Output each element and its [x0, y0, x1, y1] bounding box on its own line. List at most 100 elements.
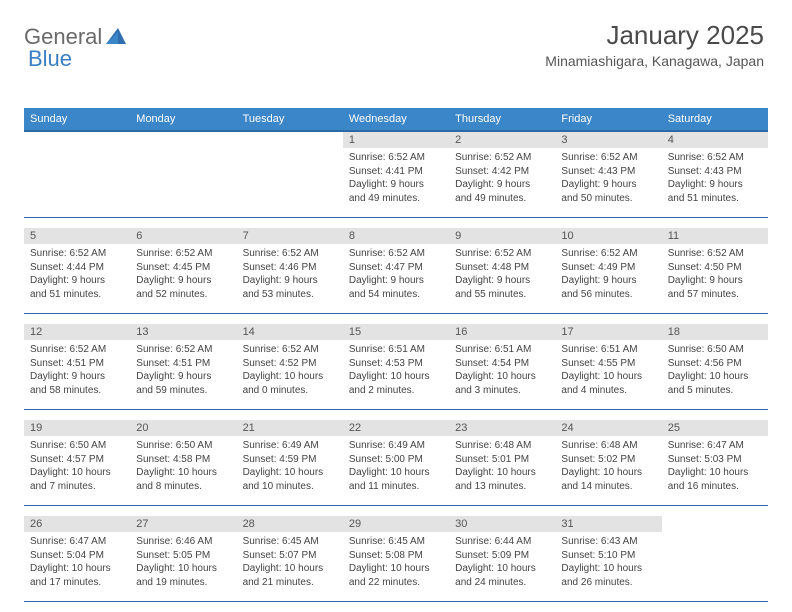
- daylight-line-1: Daylight: 9 hours: [349, 274, 443, 288]
- sunset-line: Sunset: 4:44 PM: [30, 261, 124, 275]
- sunrise-line: Sunrise: 6:48 AM: [561, 439, 655, 453]
- sunrise-line: Sunrise: 6:45 AM: [349, 535, 443, 549]
- sunset-line: Sunset: 5:01 PM: [455, 453, 549, 467]
- sunrise-line: Sunrise: 6:51 AM: [349, 343, 443, 357]
- day-cell: 26Sunrise: 6:47 AMSunset: 5:04 PMDayligh…: [24, 516, 130, 601]
- daylight-line-1: Daylight: 9 hours: [455, 178, 549, 192]
- day-body: Sunrise: 6:48 AMSunset: 5:01 PMDaylight:…: [449, 436, 555, 499]
- day-cell: 11 Sunrise: 6:52 AMSunset: 4:50 PMDayligh…: [662, 228, 768, 313]
- day-cell: 16Sunrise: 6:51 AMSunset: 4:54 PMDayligh…: [449, 324, 555, 409]
- sunrise-line: Sunrise: 6:52 AM: [561, 151, 655, 165]
- sunrise-line: Sunrise: 6:47 AM: [30, 535, 124, 549]
- day-body: Sunrise: 6:51 AMSunset: 4:53 PMDaylight:…: [343, 340, 449, 403]
- daylight-line-2: and 7 minutes.: [30, 480, 124, 494]
- day-cell: [662, 516, 768, 601]
- sunset-line: Sunset: 4:48 PM: [455, 261, 549, 275]
- week-row: 12Sunrise: 6:52 AMSunset: 4:51 PMDayligh…: [24, 324, 768, 410]
- daylight-line-2: and 53 minutes.: [243, 288, 337, 302]
- day-cell: 7Sunrise: 6:52 AMSunset: 4:46 PMDaylight…: [237, 228, 343, 313]
- day-cell: 2Sunrise: 6:52 AMSunset: 4:42 PMDaylight…: [449, 132, 555, 217]
- daylight-line-1: Daylight: 9 hours: [668, 274, 762, 288]
- sunrise-line: Sunrise: 6:44 AM: [455, 535, 549, 549]
- dow-cell: Friday: [555, 108, 661, 130]
- day-number: 2: [449, 132, 555, 148]
- day-body: Sunrise: 6:52 AMSunset: 4:45 PMDaylight:…: [130, 244, 236, 307]
- sunset-line: Sunset: 4:51 PM: [136, 357, 230, 371]
- daylight-line-2: and 0 minutes.: [243, 384, 337, 398]
- day-cell: 12Sunrise: 6:52 AMSunset: 4:51 PMDayligh…: [24, 324, 130, 409]
- day-body: Sunrise: 6:45 AMSunset: 5:08 PMDaylight:…: [343, 532, 449, 595]
- sunset-line: Sunset: 4:53 PM: [349, 357, 443, 371]
- day-number: 19: [24, 420, 130, 436]
- day-body: Sunrise: 6:50 AMSunset: 4:56 PMDaylight:…: [662, 340, 768, 403]
- dow-cell: Wednesday: [343, 108, 449, 130]
- day-cell: 15Sunrise: 6:51 AMSunset: 4:53 PMDayligh…: [343, 324, 449, 409]
- daylight-line-2: and 56 minutes.: [561, 288, 655, 302]
- brand-text-2: Blue: [28, 46, 72, 72]
- day-number: 26: [24, 516, 130, 532]
- sunrise-line: Sunrise: 6:52 AM: [349, 151, 443, 165]
- daylight-line-2: and 11 minutes.: [349, 480, 443, 494]
- day-number: 29: [343, 516, 449, 532]
- daylight-line-1: Daylight: 10 hours: [668, 370, 762, 384]
- day-cell: 13Sunrise: 6:52 AMSunset: 4:51 PMDayligh…: [130, 324, 236, 409]
- day-number: 25: [662, 420, 768, 436]
- day-number: 16: [449, 324, 555, 340]
- sunrise-line: Sunrise: 6:48 AM: [455, 439, 549, 453]
- day-cell: 3Sunrise: 6:52 AMSunset: 4:43 PMDaylight…: [555, 132, 661, 217]
- sunset-line: Sunset: 5:02 PM: [561, 453, 655, 467]
- daylight-line-1: Daylight: 9 hours: [136, 370, 230, 384]
- week-spacer: [24, 218, 768, 228]
- day-cell: 27Sunrise: 6:46 AMSunset: 5:05 PMDayligh…: [130, 516, 236, 601]
- sunrise-line: Sunrise: 6:52 AM: [243, 247, 337, 261]
- day-body: Sunrise: 6:43 AMSunset: 5:10 PMDaylight:…: [555, 532, 661, 595]
- daylight-line-1: Daylight: 9 hours: [30, 370, 124, 384]
- week-row: 26Sunrise: 6:47 AMSunset: 5:04 PMDayligh…: [24, 516, 768, 602]
- day-number: 18: [662, 324, 768, 340]
- daylight-line-2: and 3 minutes.: [455, 384, 549, 398]
- daylight-line-2: and 8 minutes.: [136, 480, 230, 494]
- daylight-line-1: Daylight: 10 hours: [668, 466, 762, 480]
- day-number: 5: [24, 228, 130, 244]
- day-number: 12: [24, 324, 130, 340]
- sunrise-line: Sunrise: 6:52 AM: [668, 247, 762, 261]
- week-spacer: [24, 314, 768, 324]
- daylight-line-2: and 57 minutes.: [668, 288, 762, 302]
- page-title: January 2025: [545, 20, 764, 51]
- daylight-line-2: and 2 minutes.: [349, 384, 443, 398]
- sunset-line: Sunset: 4:50 PM: [668, 261, 762, 275]
- day-cell: 25Sunrise: 6:47 AMSunset: 5:03 PMDayligh…: [662, 420, 768, 505]
- sunset-line: Sunset: 5:07 PM: [243, 549, 337, 563]
- daylight-line-2: and 51 minutes.: [668, 192, 762, 206]
- day-number: 20: [130, 420, 236, 436]
- day-number: 24: [555, 420, 661, 436]
- daylight-line-1: Daylight: 10 hours: [243, 370, 337, 384]
- day-number: 17: [555, 324, 661, 340]
- day-number: 30: [449, 516, 555, 532]
- daylight-line-1: Daylight: 9 hours: [561, 178, 655, 192]
- sunset-line: Sunset: 5:05 PM: [136, 549, 230, 563]
- day-number: 15: [343, 324, 449, 340]
- daylight-line-1: Daylight: 10 hours: [455, 562, 549, 576]
- day-number: 27: [130, 516, 236, 532]
- daylight-line-1: Daylight: 10 hours: [455, 466, 549, 480]
- day-number: 10: [555, 228, 661, 244]
- daylight-line-1: Daylight: 10 hours: [561, 466, 655, 480]
- daylight-line-2: and 52 minutes.: [136, 288, 230, 302]
- daylight-line-1: Daylight: 10 hours: [561, 562, 655, 576]
- day-cell: [130, 132, 236, 217]
- day-body: Sunrise: 6:52 AMSunset: 4:46 PMDaylight:…: [237, 244, 343, 307]
- sunset-line: Sunset: 4:58 PM: [136, 453, 230, 467]
- daylight-line-2: and 14 minutes.: [561, 480, 655, 494]
- day-body: Sunrise: 6:51 AMSunset: 4:55 PMDaylight:…: [555, 340, 661, 403]
- day-number: 28: [237, 516, 343, 532]
- day-cell: 24 Sunrise: 6:48 AMSunset: 5:02 PMDayligh…: [555, 420, 661, 505]
- sunrise-line: Sunrise: 6:50 AM: [30, 439, 124, 453]
- day-body: Sunrise: 6:51 AMSunset: 4:54 PMDaylight:…: [449, 340, 555, 403]
- daylight-line-2: and 54 minutes.: [349, 288, 443, 302]
- day-body: Sunrise: 6:46 AMSunset: 5:05 PMDaylight:…: [130, 532, 236, 595]
- day-number: 11: [662, 228, 768, 244]
- day-cell: 21Sunrise: 6:49 AMSunset: 4:59 PMDayligh…: [237, 420, 343, 505]
- daylight-line-2: and 49 minutes.: [455, 192, 549, 206]
- page-header: January 2025 Minamiashigara, Kanagawa, J…: [545, 20, 764, 69]
